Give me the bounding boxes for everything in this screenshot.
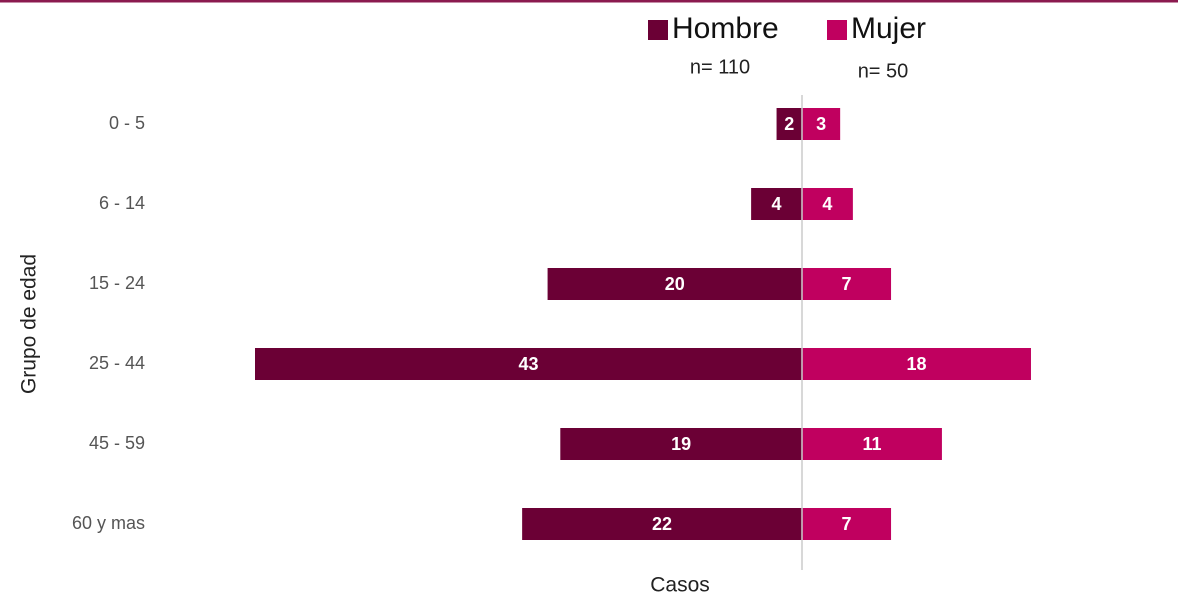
annotation: n= 50 bbox=[858, 60, 909, 82]
legend-label: Hombre bbox=[672, 12, 779, 45]
legend-label: Mujer bbox=[851, 12, 926, 45]
data-label: 20 bbox=[665, 274, 685, 294]
bar bbox=[802, 188, 853, 220]
data-label: 2 bbox=[784, 114, 794, 134]
data-label: 22 bbox=[652, 514, 672, 534]
data-label: 7 bbox=[842, 514, 852, 534]
bar bbox=[560, 428, 802, 460]
data-label: 11 bbox=[862, 434, 881, 454]
y-tick-label: 25 - 44 bbox=[89, 353, 145, 373]
legend-swatch bbox=[648, 20, 668, 40]
x-axis-label: Casos bbox=[650, 574, 710, 596]
bar bbox=[802, 508, 892, 540]
bar bbox=[547, 268, 802, 300]
data-label: 19 bbox=[671, 434, 691, 454]
bar bbox=[751, 188, 802, 220]
y-tick-label: 0 - 5 bbox=[109, 113, 145, 133]
bar bbox=[802, 348, 1031, 380]
y-axis-label: Grupo de edad bbox=[18, 254, 41, 394]
data-label: 18 bbox=[906, 354, 926, 374]
data-label: 3 bbox=[816, 114, 826, 134]
data-label: 43 bbox=[518, 354, 538, 374]
bar bbox=[802, 268, 892, 300]
annotation: n= 110 bbox=[690, 56, 750, 78]
data-label: 4 bbox=[772, 194, 782, 214]
bar bbox=[776, 108, 802, 140]
bar bbox=[255, 348, 802, 380]
y-tick-label: 45 - 59 bbox=[89, 433, 145, 453]
y-tick-label: 15 - 24 bbox=[89, 273, 145, 293]
bar bbox=[522, 508, 802, 540]
bar bbox=[802, 428, 942, 460]
y-tick-label: 60 y mas bbox=[72, 513, 145, 533]
data-label: 4 bbox=[822, 194, 832, 214]
y-tick-label: 6 - 14 bbox=[99, 193, 145, 213]
data-label: 7 bbox=[842, 274, 852, 294]
legend-swatch bbox=[827, 20, 847, 40]
bar bbox=[802, 108, 841, 140]
